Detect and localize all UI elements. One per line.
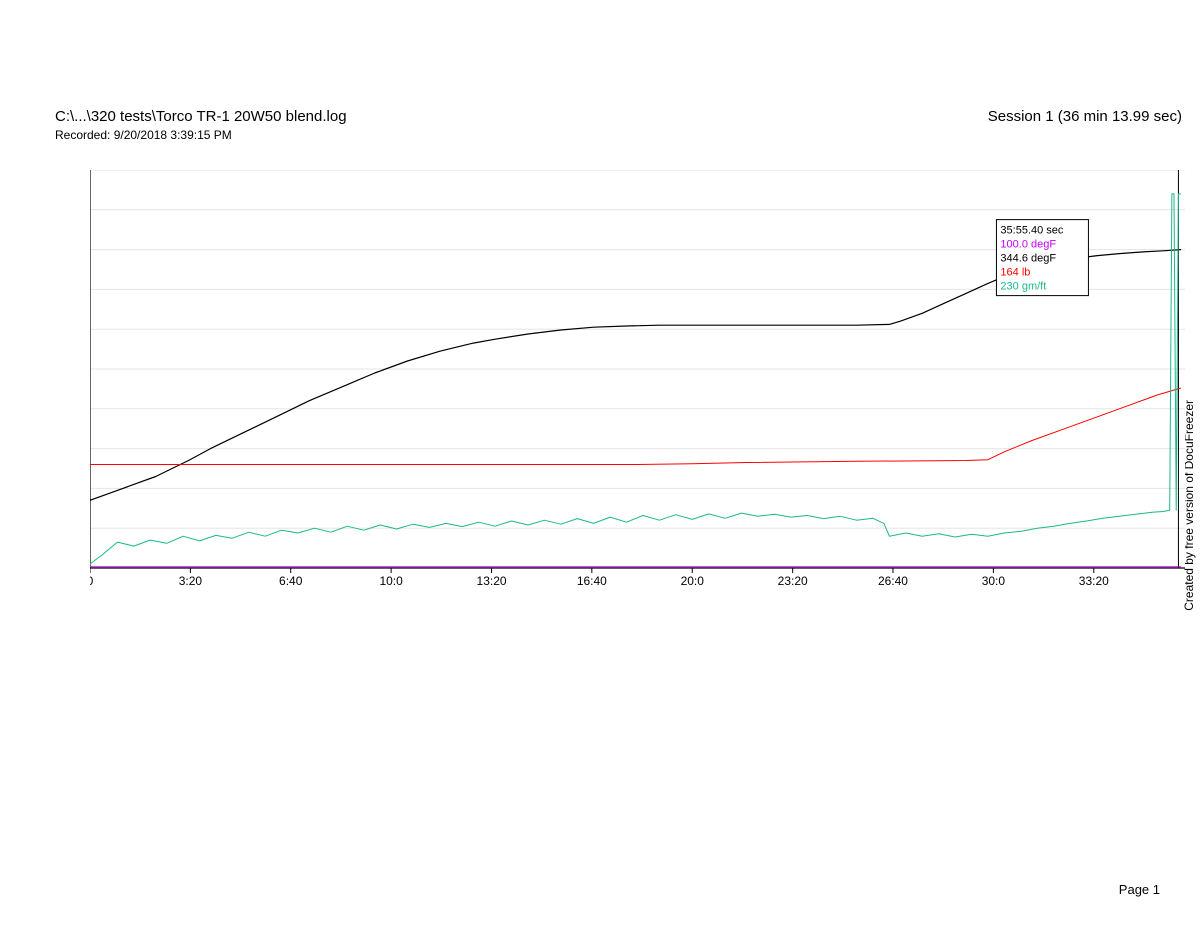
page-number: Page 1 (1119, 882, 1160, 897)
svg-text:26:40: 26:40 (878, 574, 908, 588)
svg-text:164 lb: 164 lb (1000, 267, 1030, 279)
recorded-time: Recorded: 9/20/2018 3:39:15 PM (55, 128, 232, 142)
svg-text:33:20: 33:20 (1079, 574, 1109, 588)
svg-text:100.0 degF: 100.0 degF (1000, 239, 1056, 251)
svg-text:16:40: 16:40 (577, 574, 607, 588)
svg-text:13:20: 13:20 (477, 574, 507, 588)
svg-text:35:55.40 sec: 35:55.40 sec (1000, 225, 1063, 237)
file-path: C:\...\320 tests\Torco TR-1 20W50 blend.… (55, 108, 347, 125)
multi-axis-chart: 0 3:20 6:40 10:0 13:20 16:40 20:0 23:20 26:40 30:… (90, 170, 1185, 600)
svg-text:344.6 degF: 344.6 degF (1000, 253, 1056, 265)
svg-text:6:40: 6:40 (279, 574, 303, 588)
svg-text:230 gm/ft: 230 gm/ft (1000, 281, 1046, 293)
svg-text:3:20: 3:20 (179, 574, 203, 588)
svg-text:20:0: 20:0 (681, 574, 705, 588)
svg-text:10:0: 10:0 (379, 574, 403, 588)
svg-text:23:20: 23:20 (778, 574, 808, 588)
session-label: Session 1 (36 min 13.99 sec) (988, 108, 1182, 125)
svg-text:30:0: 30:0 (982, 574, 1006, 588)
svg-text:0: 0 (90, 574, 94, 588)
